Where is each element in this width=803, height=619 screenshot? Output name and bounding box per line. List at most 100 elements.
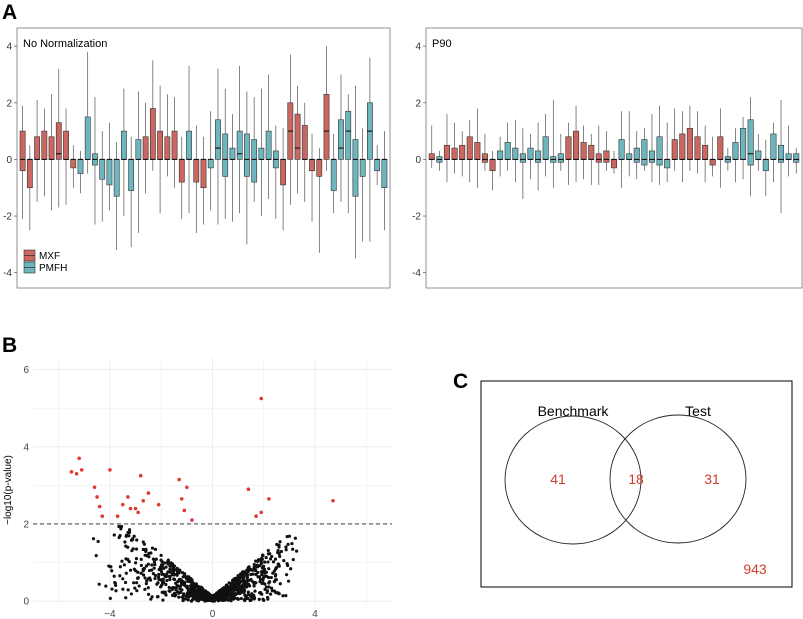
- box-mxf-19: [565, 122, 572, 185]
- box-mxf-1: [428, 125, 435, 168]
- point-nonsignificant: [232, 587, 236, 592]
- box-body: [527, 147, 534, 160]
- box-pmfh-45: [338, 74, 344, 202]
- box-body: [63, 130, 69, 160]
- point-nonsignificant: [129, 592, 133, 596]
- point-nonsignificant: [243, 584, 247, 588]
- y-tick-label: 4: [415, 42, 421, 53]
- panel-label-a: A: [2, 1, 17, 24]
- x-tick-label: −4: [104, 609, 116, 619]
- box-body: [664, 159, 671, 169]
- point-nonsignificant: [259, 562, 263, 566]
- box-body: [641, 139, 648, 166]
- y-tick-label: 6: [23, 365, 29, 376]
- box-mxf-39: [717, 108, 724, 188]
- box-pmfh-48: [785, 125, 792, 177]
- box-mxf-23: [178, 136, 185, 219]
- box-pmfh-46: [770, 122, 777, 183]
- point-nonsignificant: [281, 594, 285, 598]
- box-body: [200, 159, 207, 189]
- point-nonsignificant: [170, 562, 175, 566]
- point-nonsignificant: [130, 549, 134, 553]
- box-pmfh-30: [229, 114, 236, 222]
- box-mxf-40: [301, 102, 308, 202]
- box-pmfh-40: [724, 148, 731, 171]
- point-nonsignificant: [133, 586, 137, 590]
- point-nonsignificant: [224, 597, 228, 601]
- point-nonsignificant: [252, 584, 256, 588]
- point-nonsignificant: [291, 547, 295, 551]
- box-body: [280, 159, 286, 186]
- box-pmfh-12: [99, 131, 106, 222]
- box-pmfh-11: [92, 97, 98, 225]
- box-mxf-5: [48, 94, 55, 211]
- point-nonsignificant: [151, 557, 156, 561]
- point-nonsignificant: [260, 573, 264, 577]
- point-significant: [69, 470, 74, 474]
- point-nonsignificant: [104, 584, 108, 588]
- box-body: [519, 153, 526, 163]
- point-nonsignificant: [284, 594, 288, 598]
- point-nonsignificant: [209, 593, 213, 598]
- point-significant: [190, 518, 194, 522]
- box-body: [193, 159, 200, 183]
- box-mxf-41: [309, 133, 315, 222]
- box-pmfh-24: [186, 65, 192, 214]
- box-body: [702, 144, 709, 160]
- box-pmfh-27: [207, 111, 214, 211]
- box-body: [671, 139, 678, 160]
- box-body: [762, 159, 769, 172]
- point-nonsignificant: [264, 555, 268, 560]
- point-nonsignificant: [189, 577, 193, 581]
- y-tick-label: -4: [412, 268, 421, 279]
- venn-label-test: Test: [685, 403, 711, 419]
- box-body: [207, 159, 214, 169]
- point-nonsignificant: [148, 578, 153, 582]
- box-mxf-38: [287, 54, 294, 205]
- point-significant: [254, 514, 258, 519]
- point-nonsignificant: [131, 537, 135, 541]
- box-body: [374, 159, 381, 172]
- box-mxf-38: [709, 136, 716, 177]
- point-nonsignificant: [246, 566, 250, 570]
- box-mxf-25: [193, 125, 200, 234]
- box-pmfh-13: [519, 128, 526, 200]
- point-nonsignificant: [289, 567, 293, 571]
- point-nonsignificant: [128, 568, 133, 572]
- box-body: [99, 159, 106, 180]
- box-pmfh-44: [755, 133, 762, 171]
- point-nonsignificant: [291, 558, 295, 562]
- point-nonsignificant: [171, 572, 175, 576]
- point-nonsignificant: [94, 554, 98, 558]
- y-tick-label: -2: [412, 212, 421, 223]
- box-body: [610, 159, 618, 169]
- point-nonsignificant: [171, 565, 176, 570]
- box-body: [694, 136, 701, 160]
- point-nonsignificant: [136, 576, 140, 580]
- box-pmfh-51: [381, 131, 388, 231]
- box-pmfh-2: [436, 150, 443, 171]
- point-nonsignificant: [164, 565, 168, 569]
- point-nonsignificant: [242, 574, 246, 578]
- point-nonsignificant: [248, 594, 253, 598]
- box-mxf-8: [481, 133, 488, 171]
- box-body: [443, 144, 451, 160]
- point-nonsignificant: [156, 595, 160, 599]
- point-nonsignificant: [126, 588, 130, 592]
- box-body: [41, 130, 48, 160]
- point-nonsignificant: [275, 565, 279, 569]
- point-nonsignificant: [141, 547, 145, 552]
- box-body: [106, 159, 113, 186]
- point-nonsignificant: [110, 587, 114, 591]
- legend: MXF PMFH: [23, 249, 67, 274]
- box-mxf-33: [671, 108, 678, 171]
- point-nonsignificant: [191, 580, 195, 585]
- point-nonsignificant: [201, 589, 206, 594]
- point-nonsignificant: [277, 562, 281, 567]
- point-nonsignificant: [267, 567, 271, 571]
- point-nonsignificant: [279, 549, 284, 554]
- box-body: [618, 139, 625, 160]
- box-pmfh-30: [648, 114, 655, 183]
- box-mxf-24: [603, 131, 610, 171]
